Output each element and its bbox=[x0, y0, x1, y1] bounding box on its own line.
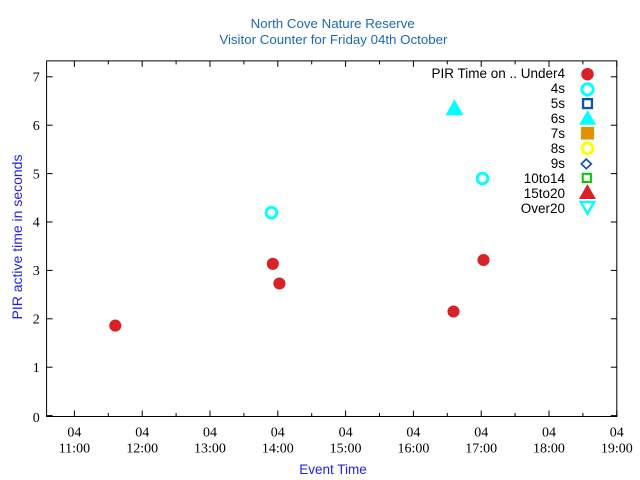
svg-text:0: 0 bbox=[33, 411, 40, 426]
svg-text:04: 04 bbox=[406, 426, 420, 441]
svg-text:5s: 5s bbox=[551, 96, 566, 111]
svg-text:2: 2 bbox=[33, 313, 40, 328]
svg-text:16:00: 16:00 bbox=[397, 441, 429, 456]
svg-text:1: 1 bbox=[33, 361, 40, 376]
svg-text:13:00: 13:00 bbox=[194, 441, 226, 456]
svg-text:15to20: 15to20 bbox=[524, 186, 565, 201]
svg-text:3: 3 bbox=[33, 264, 40, 279]
svg-text:North Cove Nature Reserve: North Cove Nature Reserve bbox=[251, 16, 415, 31]
svg-text:04: 04 bbox=[67, 426, 81, 441]
svg-text:7s: 7s bbox=[551, 126, 566, 141]
svg-text:15:00: 15:00 bbox=[330, 441, 362, 456]
svg-text:04: 04 bbox=[610, 426, 624, 441]
svg-text:Event Time: Event Time bbox=[299, 462, 367, 477]
svg-text:04: 04 bbox=[203, 426, 217, 441]
svg-text:PIR active time in seconds: PIR active time in seconds bbox=[9, 155, 25, 320]
svg-text:04: 04 bbox=[542, 426, 556, 441]
svg-text:04: 04 bbox=[474, 426, 488, 441]
svg-text:4s: 4s bbox=[551, 81, 566, 96]
svg-text:5: 5 bbox=[33, 167, 40, 182]
svg-text:04: 04 bbox=[135, 426, 149, 441]
svg-text:14:00: 14:00 bbox=[262, 441, 294, 456]
svg-text:10to14: 10to14 bbox=[524, 171, 566, 186]
svg-text:18:00: 18:00 bbox=[533, 441, 565, 456]
svg-text:19:00: 19:00 bbox=[601, 441, 633, 456]
svg-text:Over20: Over20 bbox=[521, 201, 565, 216]
svg-text:7: 7 bbox=[33, 71, 40, 86]
svg-text:04: 04 bbox=[339, 426, 353, 441]
svg-text:17:00: 17:00 bbox=[465, 441, 497, 456]
svg-text:4: 4 bbox=[33, 216, 40, 231]
svg-text:6s: 6s bbox=[551, 111, 566, 126]
svg-text:12:00: 12:00 bbox=[126, 441, 158, 456]
svg-text:9s: 9s bbox=[551, 156, 566, 171]
svg-text:11:00: 11:00 bbox=[59, 441, 90, 456]
svg-text:8s: 8s bbox=[551, 141, 566, 156]
svg-text:Visitor Counter for Friday 04t: Visitor Counter for Friday 04th October bbox=[219, 32, 448, 47]
svg-text:6: 6 bbox=[33, 119, 40, 134]
svg-text:PIR Time on .. Under4: PIR Time on .. Under4 bbox=[431, 66, 565, 81]
svg-text:04: 04 bbox=[271, 426, 285, 441]
